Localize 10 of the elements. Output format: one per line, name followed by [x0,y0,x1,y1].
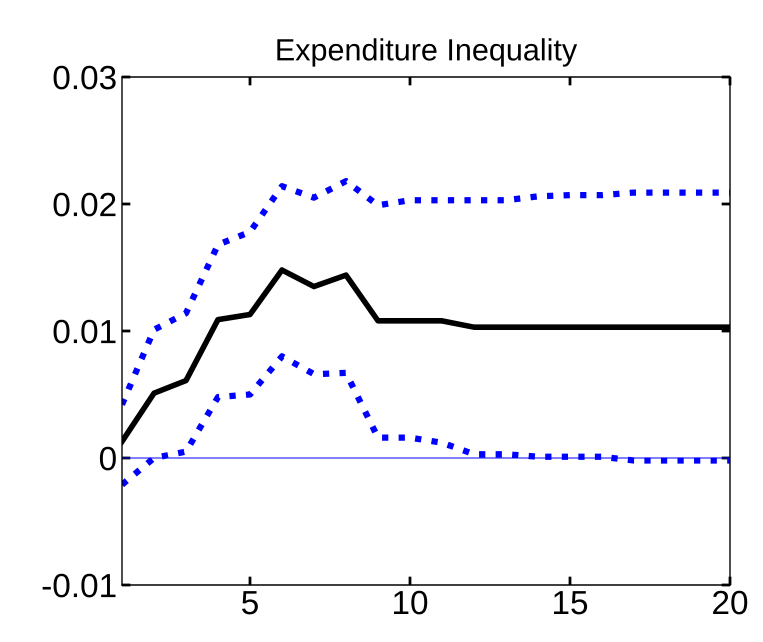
y-tick-label: 0.03 [54,66,116,90]
y-tick-label: 0.02 [54,192,116,216]
x-tick-label: 15 [554,591,588,614]
x-tick-label: 10 [394,590,428,614]
x-tick-label: 20 [713,590,748,614]
chart-title: Expenditure Inequality [277,38,578,67]
y-tick-label: 0 [100,446,116,470]
x-tick-label: 5 [242,591,258,614]
y-tick-label: -0.01 [42,574,116,598]
y-tick-label: 0.01 [54,320,116,344]
